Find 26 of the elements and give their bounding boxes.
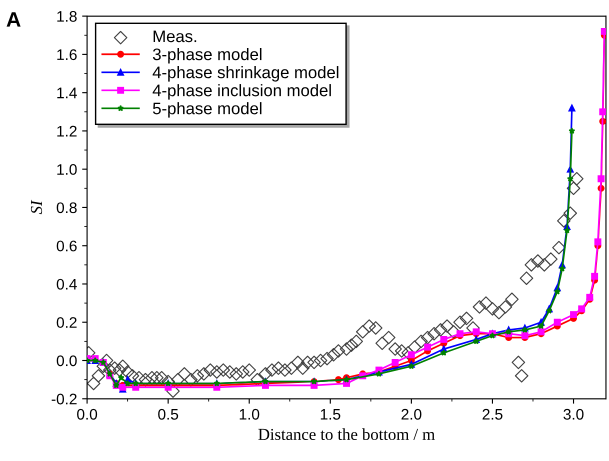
x-tick-label: 0.5 — [158, 408, 178, 420]
y-axis-title: SI — [30, 200, 42, 214]
x-tick-label: 2.5 — [482, 408, 502, 420]
y-tick-label: 1.4 — [57, 88, 77, 98]
y-tick-label: 0.4 — [56, 278, 77, 290]
text: A — [6, 12, 21, 27]
legend-label: 4-phase inclusion model — [152, 84, 331, 100]
y-tick-label: 1.2 — [57, 126, 77, 136]
y-tick-label: -0.2 — [52, 394, 77, 404]
legend-label: Meas. — [154, 30, 196, 42]
y-tick-label: 1.8 — [57, 11, 77, 22]
y-tick-label: 0.2 — [56, 317, 77, 328]
x-tick-label: 3.0 — [563, 408, 584, 420]
legend-label: 5-phase model — [152, 102, 262, 118]
x-axis-title: Distance to the bottom / m — [258, 428, 435, 440]
legend-label: 3-phase model — [152, 48, 262, 64]
y-tick-label: 1.6 — [57, 49, 77, 60]
y-tick-label: 0.6 — [56, 240, 77, 252]
x-tick-label: 0.0 — [77, 408, 98, 420]
x-tick-label: 1.0 — [240, 408, 260, 420]
y-tick-label: 0.0 — [56, 355, 77, 366]
y-tick-label: 0.8 — [56, 202, 77, 214]
y-tick-label: 1.0 — [57, 164, 77, 175]
legend-label: 4-phase shrinkage model — [152, 66, 338, 82]
x-tick-label: 1.5 — [320, 409, 340, 420]
x-tick-label: 2.0 — [402, 408, 422, 420]
